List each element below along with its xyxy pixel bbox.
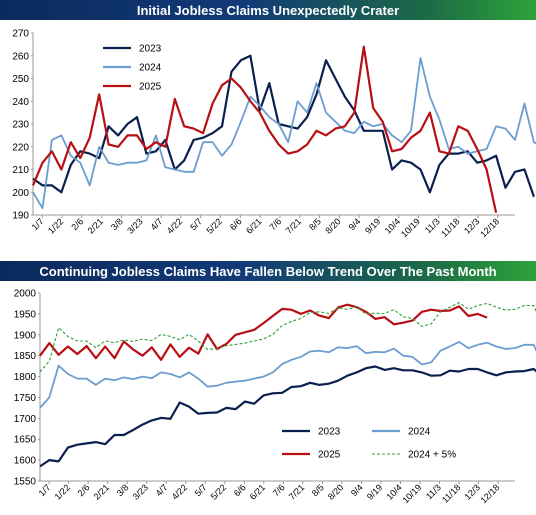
initial-legend-label-2023: 2023 bbox=[139, 44, 162, 55]
continuing-y-tick-label: 1750 bbox=[14, 393, 37, 404]
continuing-x-tick-label: 4/22 bbox=[170, 482, 189, 501]
initial-x-tick-label: 7/6 bbox=[267, 216, 283, 232]
chart-title-continuing: Continuing Jobless Claims Have Fallen Be… bbox=[0, 261, 536, 281]
initial-x-tick-label: 9/4 bbox=[347, 216, 363, 232]
continuing-legend-label-2024: 2024 bbox=[408, 427, 431, 438]
initial-x-tick-label: 11/18 bbox=[439, 216, 462, 239]
continuing-x-tick-label: 1/22 bbox=[53, 482, 72, 501]
initial-legend-label-2025: 2025 bbox=[139, 82, 162, 93]
initial-x-tick-label: 10/19 bbox=[399, 216, 422, 239]
continuing-x-tick-label: 7/6 bbox=[271, 482, 287, 498]
continuing-series-2024-5 bbox=[39, 302, 536, 373]
continuing-x-tick-label: 6/21 bbox=[248, 482, 267, 501]
initial-y-tick-label: 230 bbox=[12, 120, 29, 131]
continuing-y-tick-label: 1950 bbox=[14, 309, 37, 320]
continuing-x-tick-label: 7/21 bbox=[287, 482, 306, 501]
initial-claims-chart: 190 200 210 220 230 240 250 260 270 1/7 1/22 2/6 2/2… bbox=[12, 29, 536, 239]
chart-title-initial: Initial Jobless Claims Unexpectedly Crat… bbox=[0, 0, 536, 20]
continuing-y-tick-label: 1900 bbox=[14, 330, 37, 341]
initial-x-tick-label: 6/6 bbox=[228, 216, 244, 232]
initial-claims-panel: Initial Jobless Claims Unexpectedly Crat… bbox=[0, 0, 536, 239]
initial-x-tick-label: 9/19 bbox=[363, 216, 382, 235]
continuing-x-tick-label: 11/18 bbox=[440, 482, 463, 505]
initial-series-2025 bbox=[31, 45, 498, 213]
continuing-x-tick-label: 3/23 bbox=[131, 482, 150, 501]
initial-x-tick-label: 8/20 bbox=[323, 216, 342, 235]
initial-x-tick-label: 5/22 bbox=[204, 216, 223, 235]
continuing-x-tick-label: 2/6 bbox=[76, 482, 92, 498]
continuing-x-tick-label: 4/7 bbox=[154, 482, 170, 498]
initial-x-tick-label: 4/7 bbox=[149, 216, 165, 232]
continuing-x-tick-label: 9/19 bbox=[365, 482, 384, 501]
initial-y-tick-label: 270 bbox=[12, 29, 29, 40]
continuing-x-tick-label: 8/20 bbox=[326, 482, 345, 501]
continuing-x-tick-label: 12/18 bbox=[478, 482, 501, 505]
continuing-claims-chart: 1550 1600 1650 1700 1750 1800 1850 1900 1950 2000… bbox=[14, 289, 536, 505]
continuing-x-tick-label: 2/21 bbox=[92, 482, 111, 501]
continuing-y-tick-label: 1850 bbox=[14, 351, 37, 362]
initial-x-tick-label: 2/21 bbox=[86, 216, 105, 235]
initial-x-tick-label: 7/21 bbox=[284, 216, 303, 235]
continuing-x-tick-label: 3/8 bbox=[115, 482, 131, 498]
initial-x-tick-label: 2/6 bbox=[69, 216, 85, 232]
continuing-x-tick-label: 1/7 bbox=[37, 482, 53, 498]
initial-y-tick-label: 260 bbox=[12, 51, 29, 62]
continuing-series-2023 bbox=[39, 365, 536, 468]
initial-x-tick-label: 3/23 bbox=[125, 216, 144, 235]
continuing-x-tick-label: 5/22 bbox=[209, 482, 228, 501]
continuing-legend-label-2023: 2023 bbox=[318, 427, 341, 438]
initial-x-tick-label: 8/5 bbox=[307, 216, 323, 232]
continuing-series-2024 bbox=[39, 341, 536, 409]
continuing-claims-panel: Continuing Jobless Claims Have Fallen Be… bbox=[0, 261, 536, 515]
continuing-y-tick-label: 1550 bbox=[14, 477, 37, 488]
initial-y-tick-label: 210 bbox=[12, 165, 29, 176]
initial-legend-label-2024: 2024 bbox=[139, 63, 162, 74]
continuing-x-tick-label: 8/5 bbox=[310, 482, 326, 498]
continuing-x-tick-label: 6/6 bbox=[232, 482, 248, 498]
initial-y-tick-label: 190 bbox=[12, 211, 29, 222]
initial-series-2023 bbox=[32, 54, 535, 198]
continuing-x-tick-label: 9/4 bbox=[349, 482, 365, 498]
continuing-legend-label-2025: 2025 bbox=[318, 450, 341, 461]
continuing-x-tick-label: 10/19 bbox=[400, 482, 423, 505]
continuing-y-tick-label: 1700 bbox=[14, 414, 37, 425]
initial-series-2024 bbox=[32, 57, 536, 210]
continuing-y-tick-label: 1600 bbox=[14, 456, 37, 467]
continuing-y-tick-label: 1650 bbox=[14, 435, 37, 446]
initial-x-tick-label: 12/18 bbox=[478, 216, 501, 239]
initial-x-tick-label: 4/22 bbox=[165, 216, 184, 235]
continuing-y-tick-label: 1800 bbox=[14, 372, 37, 383]
initial-y-tick-label: 200 bbox=[12, 188, 29, 199]
initial-x-tick-label: 6/21 bbox=[244, 216, 263, 235]
continuing-legend-label-2024-5: 2024 + 5% bbox=[408, 450, 456, 461]
initial-x-tick-label: 1/7 bbox=[30, 216, 46, 232]
initial-y-tick-label: 250 bbox=[12, 74, 29, 85]
continuing-x-tick-label: 5/7 bbox=[193, 482, 209, 498]
initial-x-tick-label: 1/22 bbox=[46, 216, 65, 235]
initial-x-tick-label: 3/8 bbox=[109, 216, 125, 232]
continuing-series-2025 bbox=[39, 303, 488, 361]
initial-y-tick-label: 220 bbox=[12, 142, 29, 153]
initial-x-tick-label: 5/7 bbox=[188, 216, 204, 232]
continuing-y-tick-label: 2000 bbox=[14, 289, 37, 300]
initial-y-tick-label: 240 bbox=[12, 97, 29, 108]
